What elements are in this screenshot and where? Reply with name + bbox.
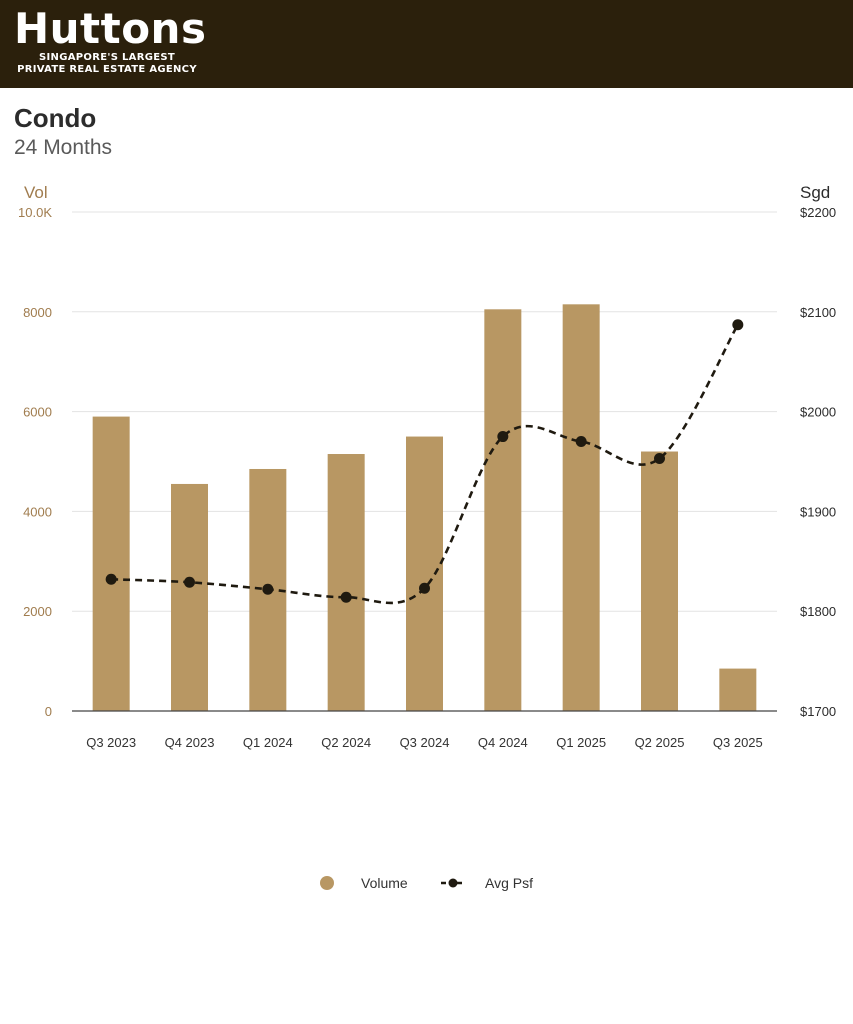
brand-header: Huttons SINGAPORE'S LARGEST PRIVATE REAL… [0,0,853,88]
left-tick-label: 6000 [23,405,52,420]
left-tick-label: 8000 [23,305,52,320]
category-label: Q4 2023 [165,735,215,750]
left-tick-label: 0 [45,704,52,719]
volume-bar [92,416,130,711]
avg-psf-point [340,591,352,603]
legend-avg-psf-swatch [448,878,458,888]
right-tick-label: $1900 [800,504,836,519]
right-tick-label: $2100 [800,305,836,320]
chart-title: Condo [14,103,97,133]
legend-volume-swatch [320,876,334,890]
left-axis-title: Vol [24,183,48,202]
avg-psf-point [105,573,117,585]
category-label: Q1 2024 [243,735,293,750]
left-tick-label: 4000 [23,504,52,519]
avg-psf-point [184,576,195,588]
volume-bar [327,454,365,711]
volume-bar [562,304,600,711]
right-tick-label: $1700 [800,704,836,719]
category-label: Q3 2024 [400,735,450,750]
right-tick-label: $2200 [800,205,836,220]
category-label: Q3 2023 [86,735,136,750]
left-tick-label: 2000 [23,604,52,619]
right-axis-title: Sgd [800,183,830,202]
right-tick-label: $1800 [800,604,836,619]
legend-volume-label: Volume [361,875,408,891]
legend-avg-psf-label: Avg Psf [485,875,533,891]
volume-bar [641,451,678,711]
avg-psf-point [575,436,587,448]
volume-bar [719,668,757,711]
category-label: Q2 2024 [321,735,371,750]
avg-psf-point [732,319,744,331]
avg-psf-point [419,582,430,594]
avg-psf-point [262,583,274,595]
huttons-logo: Huttons [14,4,207,53]
avg-psf-line [111,324,739,605]
chart-subtitle: 24 Months [14,136,113,159]
category-label: Q4 2024 [478,735,528,750]
avg-psf-point [497,431,509,443]
avg-psf-point [654,453,665,465]
right-tick-label: $2000 [800,405,836,420]
category-label: Q2 2025 [635,735,685,750]
volume-bar [171,483,208,711]
category-label: Q1 2025 [556,735,606,750]
category-label: Q3 2025 [713,735,763,750]
tagline-line-2: PRIVATE REAL ESTATE AGENCY [17,64,197,75]
volume-bar [484,309,522,711]
tagline-line-1: SINGAPORE'S LARGEST [39,52,175,63]
left-tick-label: 10.0K [18,205,52,220]
logo-tagline: SINGAPORE'S LARGEST PRIVATE REAL ESTATE … [14,52,200,76]
volume-bar [406,436,443,711]
